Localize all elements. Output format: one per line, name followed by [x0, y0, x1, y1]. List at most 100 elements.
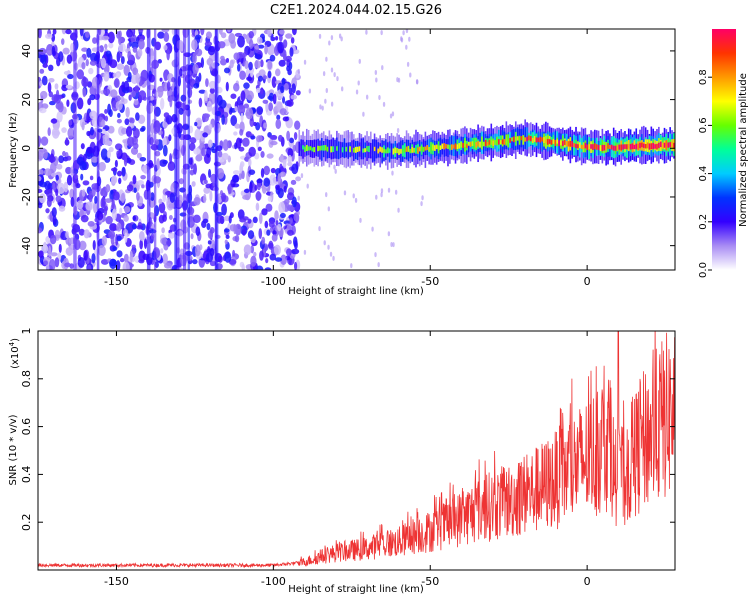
heatmap-signal-cell [305, 144, 308, 152]
x-tick-label: -50 [421, 575, 439, 588]
spectrogram-frame [37, 28, 676, 271]
heatmap-cell [62, 150, 66, 157]
heatmap-cell [125, 157, 132, 164]
heatmap-sparse-cell [333, 164, 336, 170]
heatmap-cell [163, 31, 170, 43]
heatmap-signal-cell [642, 143, 645, 148]
heatmap-cell [80, 173, 84, 181]
heatmap-cell [235, 137, 242, 149]
heatmap-signal-cell [546, 138, 549, 145]
heatmap-cell [38, 188, 43, 194]
snr-y-multiplier-close: ) [10, 338, 21, 342]
heatmap-cell [130, 147, 139, 155]
heatmap-cell [233, 131, 238, 136]
heatmap-cell [129, 117, 135, 124]
x-tick-label: 0 [584, 275, 591, 288]
heatmap-signal-cell [345, 146, 348, 152]
heatmap-cell [66, 54, 73, 64]
heatmap-cell [67, 74, 74, 80]
heatmap-sparse-cell [362, 111, 365, 117]
heatmap-cell [161, 227, 165, 234]
heatmap-signal-cell [420, 146, 423, 151]
spectrogram-y-label: Frequency (Hz) [8, 112, 19, 188]
heatmap-cell [287, 69, 292, 76]
heatmap-signal-cell [648, 143, 651, 150]
heatmap-cell [280, 85, 285, 94]
heatmap-cell [289, 47, 294, 57]
heatmap-sparse-cell [306, 183, 309, 189]
heatmap-signal-cell [548, 139, 551, 144]
y-tick-label: 40 [20, 44, 33, 58]
heatmap-cell [49, 100, 56, 106]
snr-panel: -150 -100 -50 0 0.2 0.4 0.6 0.8 1 Height of str… [8, 328, 676, 595]
heatmap-cell [224, 228, 230, 233]
heatmap-signal-cell [418, 146, 421, 152]
heatmap-signal-cell [622, 144, 624, 150]
heatmap-cell [39, 68, 45, 74]
heatmap-sparse-cell [392, 242, 395, 248]
heatmap-cell [46, 197, 52, 208]
heatmap-cell [127, 50, 132, 60]
heatmap-cell [250, 135, 256, 140]
heatmap-cell [50, 234, 57, 245]
heatmap-cell [228, 33, 236, 44]
heatmap-cell [102, 128, 106, 135]
heatmap-cell [198, 72, 202, 82]
y-tick-label: 0.8 [20, 370, 33, 388]
heatmap-signal-cell [669, 142, 671, 148]
heatmap-cell [243, 82, 250, 89]
heatmap-cell [208, 80, 217, 89]
heatmap-cell [120, 192, 126, 203]
heatmap-cell [81, 47, 88, 52]
heatmap-cell [242, 194, 250, 200]
heatmap-sparse-cell [300, 173, 304, 179]
heatmap-sparse-cell [387, 231, 391, 237]
heatmap-cell [104, 43, 108, 49]
heatmap-signal-cell [309, 146, 312, 151]
heatmap-signal-cell [503, 139, 506, 145]
x-tick-label: -150 [104, 575, 129, 588]
heatmap-signal-cell [394, 147, 397, 154]
heatmap-signal-cell [627, 144, 630, 149]
heatmap-signal-cell [665, 141, 668, 147]
heatmap-signal-cell [584, 142, 587, 149]
heatmap-signal-cell [658, 142, 660, 149]
heatmap-cell [203, 179, 208, 185]
heatmap-sparse-cell [330, 35, 334, 41]
heatmap-signal-cell [592, 144, 594, 150]
heatmap-cell [53, 94, 61, 104]
heatmap-cell [293, 236, 298, 247]
heatmap-sparse-cell [303, 59, 307, 65]
heatmap-cell [110, 89, 118, 98]
heatmap-cell [169, 192, 175, 204]
heatmap-cell [112, 72, 117, 78]
heatmap-cell [263, 122, 268, 129]
heatmap-cell [245, 107, 254, 120]
heatmap-cell [112, 246, 118, 251]
heatmap-cell [104, 29, 108, 33]
heatmap-cell [204, 41, 213, 47]
heatmap-signal-cell [473, 142, 476, 148]
heatmap-signal-cell [496, 138, 498, 144]
heatmap-cell [94, 195, 98, 204]
heatmap-cell [192, 259, 198, 265]
heatmap-signal-cell [543, 137, 545, 144]
heatmap-cell [119, 207, 123, 216]
heatmap-cell [116, 63, 125, 71]
heatmap-cell [237, 104, 246, 115]
heatmap-cell [189, 169, 195, 176]
heatmap-cell [246, 90, 255, 101]
heatmap-cell [257, 75, 263, 82]
heatmap-signal-cell [441, 143, 444, 149]
heatmap-cell [262, 75, 268, 80]
heatmap-cell [81, 121, 85, 131]
heatmap-cell [51, 45, 56, 57]
heatmap-cell [234, 234, 240, 243]
heatmap-cell [100, 188, 104, 196]
heatmap-cell [106, 150, 111, 159]
heatmap-cell [137, 48, 143, 58]
snr-y-multiplier: (x104) [8, 338, 21, 369]
heatmap-cell [136, 152, 142, 159]
heatmap-cell [38, 227, 43, 234]
heatmap-cell [139, 156, 147, 162]
